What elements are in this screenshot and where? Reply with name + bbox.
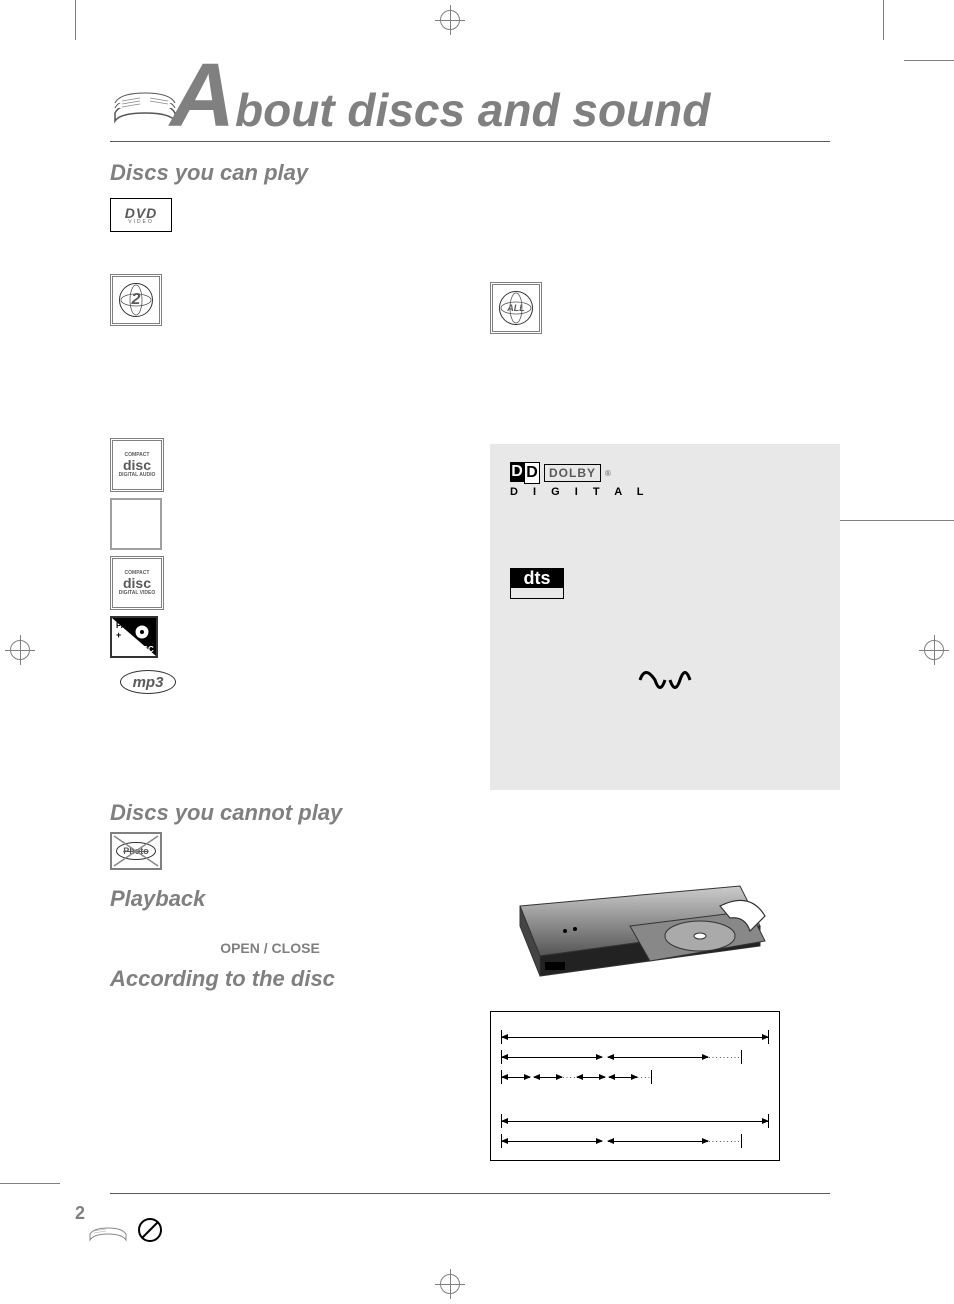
region-all-logo: ALL bbox=[490, 282, 542, 334]
page-number: 2 bbox=[75, 1203, 85, 1224]
cd-video-logo: COMPACT disc DIGITAL VIDEO bbox=[110, 556, 164, 610]
photo-cd-crossed-logo: Photo bbox=[110, 832, 162, 870]
cd-audio-logo: COMPACT disc DIGITAL AUDIO bbox=[110, 438, 164, 492]
dvd-video-logo: DVD VIDEO bbox=[110, 198, 172, 232]
crop-mark bbox=[883, 0, 884, 40]
registration-mark-bottom bbox=[440, 1274, 460, 1294]
headphone-symbol-icon bbox=[510, 660, 820, 710]
section-according-disc: According to the disc bbox=[110, 966, 430, 992]
page-title: About discs and sound bbox=[180, 60, 710, 133]
registration-mark-top bbox=[440, 10, 460, 30]
disc-structure-diagram: ········· ···· ···· bbox=[490, 1011, 780, 1161]
svg-text:PAL: PAL bbox=[116, 621, 132, 630]
crop-mark bbox=[75, 0, 76, 40]
footer-book-icon bbox=[88, 1214, 128, 1244]
dvd-player-illustration bbox=[490, 876, 780, 996]
title-big-letter: A bbox=[170, 60, 235, 132]
svg-text:+: + bbox=[116, 630, 121, 640]
registration-mark-left bbox=[10, 640, 30, 660]
crop-mark bbox=[0, 1183, 60, 1184]
section-discs-cannot-play: Discs you cannot play bbox=[110, 800, 830, 826]
page-title-row: About discs and sound bbox=[110, 60, 830, 133]
prohibition-icon bbox=[138, 1218, 162, 1242]
dts-logo: dts bbox=[510, 568, 564, 600]
footer-rule bbox=[110, 1193, 830, 1194]
svg-text:NTSC: NTSC bbox=[132, 645, 154, 654]
section-discs-can-play: Discs you can play bbox=[110, 160, 830, 186]
title-rest: bout discs and sound bbox=[235, 84, 710, 136]
blank-disc-logo bbox=[110, 498, 162, 550]
pal-ntsc-logo: PAL NTSC + bbox=[110, 616, 158, 658]
dolby-digital-text: D I G I T A L bbox=[510, 486, 820, 498]
dolby-logo: D D DOLBY ® bbox=[510, 462, 820, 484]
crop-mark bbox=[904, 60, 954, 61]
registration-mark-right bbox=[924, 640, 944, 660]
section-playback: Playback bbox=[110, 886, 430, 912]
mp3-logo: mp3 bbox=[120, 670, 176, 694]
audio-formats-panel: D D DOLBY ® D I G I T A L dts bbox=[490, 444, 840, 790]
region-2-logo: 2 bbox=[110, 274, 162, 326]
open-close-label: OPEN / CLOSE bbox=[110, 940, 430, 956]
